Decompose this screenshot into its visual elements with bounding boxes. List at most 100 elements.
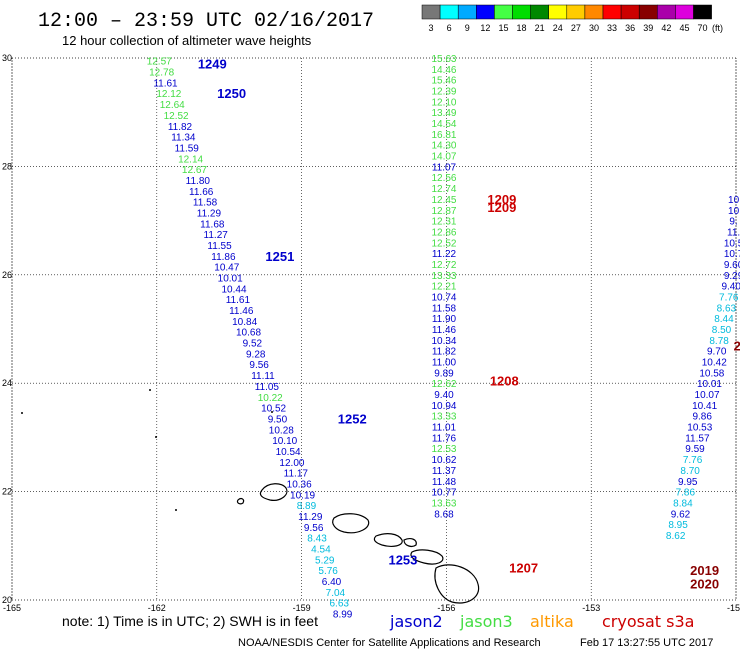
swh-reading: 12.14 [178, 154, 203, 165]
swh-reading: 11.46 [432, 325, 457, 336]
swh-reading: 16.81 [431, 130, 456, 141]
swh-reading: 14.07 [431, 152, 456, 163]
swh-reading: 13.63 [431, 498, 456, 509]
swh-reading: 12.78 [149, 68, 174, 79]
lat-lon-grid: -165 -162 -159 -156 -153 -150 30 28 26 24 22 20 [2, 53, 740, 613]
swh-reading: 11.07 [432, 162, 457, 173]
swh-reading: 6.63 [330, 599, 350, 610]
swh-reading: 12.72 [431, 260, 456, 271]
swh-reading: 11.68 [200, 219, 225, 230]
swh-reading: 12.21 [431, 282, 456, 293]
legend-swatch [476, 4, 495, 20]
swh-reading: 12.64 [160, 100, 185, 111]
swh-reading: 9.28 [246, 349, 266, 360]
legend-label: 33 [607, 23, 617, 33]
swh-reading: 9.56 [249, 360, 269, 371]
swh-reading: 4.54 [311, 545, 331, 556]
wave-height-readings: 12.5712.7811.6112.1212.6412.5211.8211.34… [147, 54, 740, 621]
swh-reading: 12.86 [431, 227, 456, 238]
swh-reading: 9.40 [434, 390, 454, 401]
legend-swatch [512, 4, 531, 20]
swh-reading: 8.43 [307, 534, 327, 545]
swh-reading: 12.10 [431, 97, 456, 108]
legend-label: 21 [535, 23, 545, 33]
legend-label: 15 [498, 23, 508, 33]
footer-credit: NOAA/NESDIS Center for Satellite Applica… [238, 637, 541, 649]
legend-swatch [439, 4, 459, 20]
swh-reading: 11.61 [153, 78, 178, 89]
swh-reading: 11.05 [255, 382, 280, 393]
pass-number-label: 1253 [388, 552, 417, 567]
lat-tick-label: 28 [2, 161, 12, 171]
pass-number-label: 1209 [487, 200, 516, 215]
swh-reading: 9.95 [678, 477, 698, 488]
swh-reading: 12.45 [431, 195, 456, 206]
islet-dot [175, 509, 177, 511]
pass-number-label: 1249 [198, 56, 227, 71]
swh-reading: 8.68 [434, 509, 454, 520]
swh-reading: 12.52 [164, 111, 189, 122]
swh-reading: 9.29 [724, 271, 740, 282]
swh-reading: 10.22 [258, 393, 283, 404]
satellite-name: jason2 [389, 612, 443, 631]
swh-reading: 10.5 [724, 238, 740, 249]
legend-swatch [421, 4, 441, 20]
swh-reading: 10.01 [218, 274, 243, 285]
swh-reading: 14.54 [431, 119, 456, 130]
legend-label: 36 [625, 23, 635, 33]
map-frame [11, 57, 737, 601]
swh-reading: 10.94 [431, 401, 456, 412]
swh-reading: 10.34 [431, 336, 456, 347]
swh-reading: 8.50 [712, 325, 732, 336]
swh-reading: 9. [729, 217, 737, 228]
legend-unit: (ft) [712, 23, 723, 33]
satellite-name: cryosat s3a [602, 612, 694, 631]
swh-reading: 10.7 [724, 249, 740, 260]
swh-reading: 10.54 [276, 447, 301, 458]
swh-reading: 11.76 [432, 433, 457, 444]
lon-tick-label: -159 [293, 603, 311, 613]
swh-reading: 10.74 [431, 292, 456, 303]
satellite-name: altika [530, 612, 574, 631]
legend-label: 6 [447, 23, 452, 33]
swh-reading: 8.95 [668, 520, 688, 531]
swh-reading: 11.37 [432, 466, 457, 477]
legend-swatch [693, 4, 712, 20]
swh-reading: 11. [727, 227, 740, 238]
legend-label: 45 [679, 23, 689, 33]
swh-reading: 11.17 [284, 469, 309, 480]
swh-reading: 8.62 [666, 531, 686, 542]
swh-reading: 8.44 [714, 314, 734, 325]
swh-reading: 10.53 [687, 423, 712, 434]
swh-reading: 11.55 [207, 241, 232, 252]
swh-reading: 7.04 [326, 588, 346, 599]
swh-reading: 15.46 [431, 76, 456, 87]
swh-reading: 7.76 [683, 455, 703, 466]
swh-reading: 9.56 [304, 523, 324, 534]
legend-swatch [602, 4, 622, 20]
swh-reading: 10.42 [702, 358, 727, 369]
lat-tick-label: 24 [2, 378, 12, 388]
legend-label: 42 [661, 23, 671, 33]
island-outline [403, 538, 417, 547]
lat-tick-label: 30 [2, 53, 12, 63]
swh-reading: 11.46 [229, 306, 254, 317]
swh-reading: 14.46 [431, 65, 456, 76]
swh-reading: 11.90 [432, 314, 457, 325]
swh-reading: 11.01 [432, 423, 457, 434]
swh-reading: 15.63 [431, 54, 456, 65]
island-outline [236, 497, 245, 505]
swh-reading: 13.49 [431, 108, 456, 119]
island-outline [332, 513, 370, 534]
swh-reading: 13.33 [431, 412, 456, 423]
lon-tick-label: -162 [148, 603, 166, 613]
pass-number-label: 1209 [487, 192, 516, 207]
swh-reading: 10.28 [269, 425, 294, 436]
swh-reading: 12.87 [431, 206, 456, 217]
legend-swatch [457, 4, 477, 20]
swh-reading: 9.86 [692, 412, 712, 423]
lon-tick-label: -156 [437, 603, 455, 613]
swh-reading: 11.82 [432, 347, 457, 358]
island-outline [410, 549, 444, 565]
swh-reading: 10.07 [695, 390, 720, 401]
